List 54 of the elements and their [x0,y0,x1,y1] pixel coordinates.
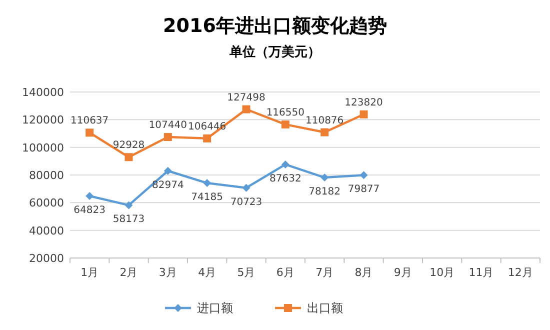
y-tick-label: 120000 [22,114,64,127]
data-label: 79877 [348,184,380,196]
point [164,133,172,142]
x-tick-label: 1月 [80,266,99,279]
data-label: 116550 [266,107,305,118]
point [320,174,329,182]
x-tick-label: 3月 [158,266,177,279]
data-label: 70723 [230,196,262,208]
x-tick-label: 8月 [354,266,373,279]
legend-label: 进口额 [197,301,233,315]
y-tick-label: 40000 [29,224,64,238]
chart-title: 2016年进出口额变化趋势 [163,15,387,37]
x-tick-label: 12月 [508,266,533,279]
y-tick-label: 100000 [22,141,64,154]
point [164,166,172,175]
point [281,120,290,128]
x-tick-label: 6月 [276,266,294,279]
point [320,128,329,136]
data-label: 110876 [305,115,344,126]
x-tick-label: 7月 [316,266,334,279]
point [203,134,212,142]
point [203,179,212,188]
data-label: 107440 [148,120,188,132]
point [242,105,250,114]
data-label: 127498 [227,92,266,104]
data-label: 123820 [344,97,383,108]
data-label: 87632 [270,173,302,184]
point [281,160,290,168]
point [124,153,133,162]
data-label: 92928 [112,140,145,152]
x-tick-label: 4月 [198,266,216,279]
point [86,192,94,200]
data-label: 64823 [74,204,106,216]
point [242,184,250,192]
data-label: 110637 [70,116,109,127]
y-tick-label: 60000 [29,196,64,210]
point [360,171,368,180]
x-tick-label: 11月 [468,266,494,279]
point [124,201,133,210]
chart-subtitle: 单位（万美元） [228,44,320,60]
legend-label: 出口额 [307,301,343,315]
y-tick-label: 20000 [29,252,64,265]
x-tick-label: 10月 [430,266,455,279]
data-label: 58173 [112,214,145,226]
y-tick-label: 140000 [22,86,64,99]
data-label: 74185 [191,192,223,204]
x-tick-label: 9月 [394,266,412,279]
y-tick-label: 80000 [29,169,64,182]
data-label: 82974 [152,180,184,191]
x-tick-label: 2月 [120,266,138,279]
x-tick-label: 5月 [237,266,256,279]
data-label: 78182 [308,186,340,198]
point [86,128,94,137]
point [360,110,368,118]
